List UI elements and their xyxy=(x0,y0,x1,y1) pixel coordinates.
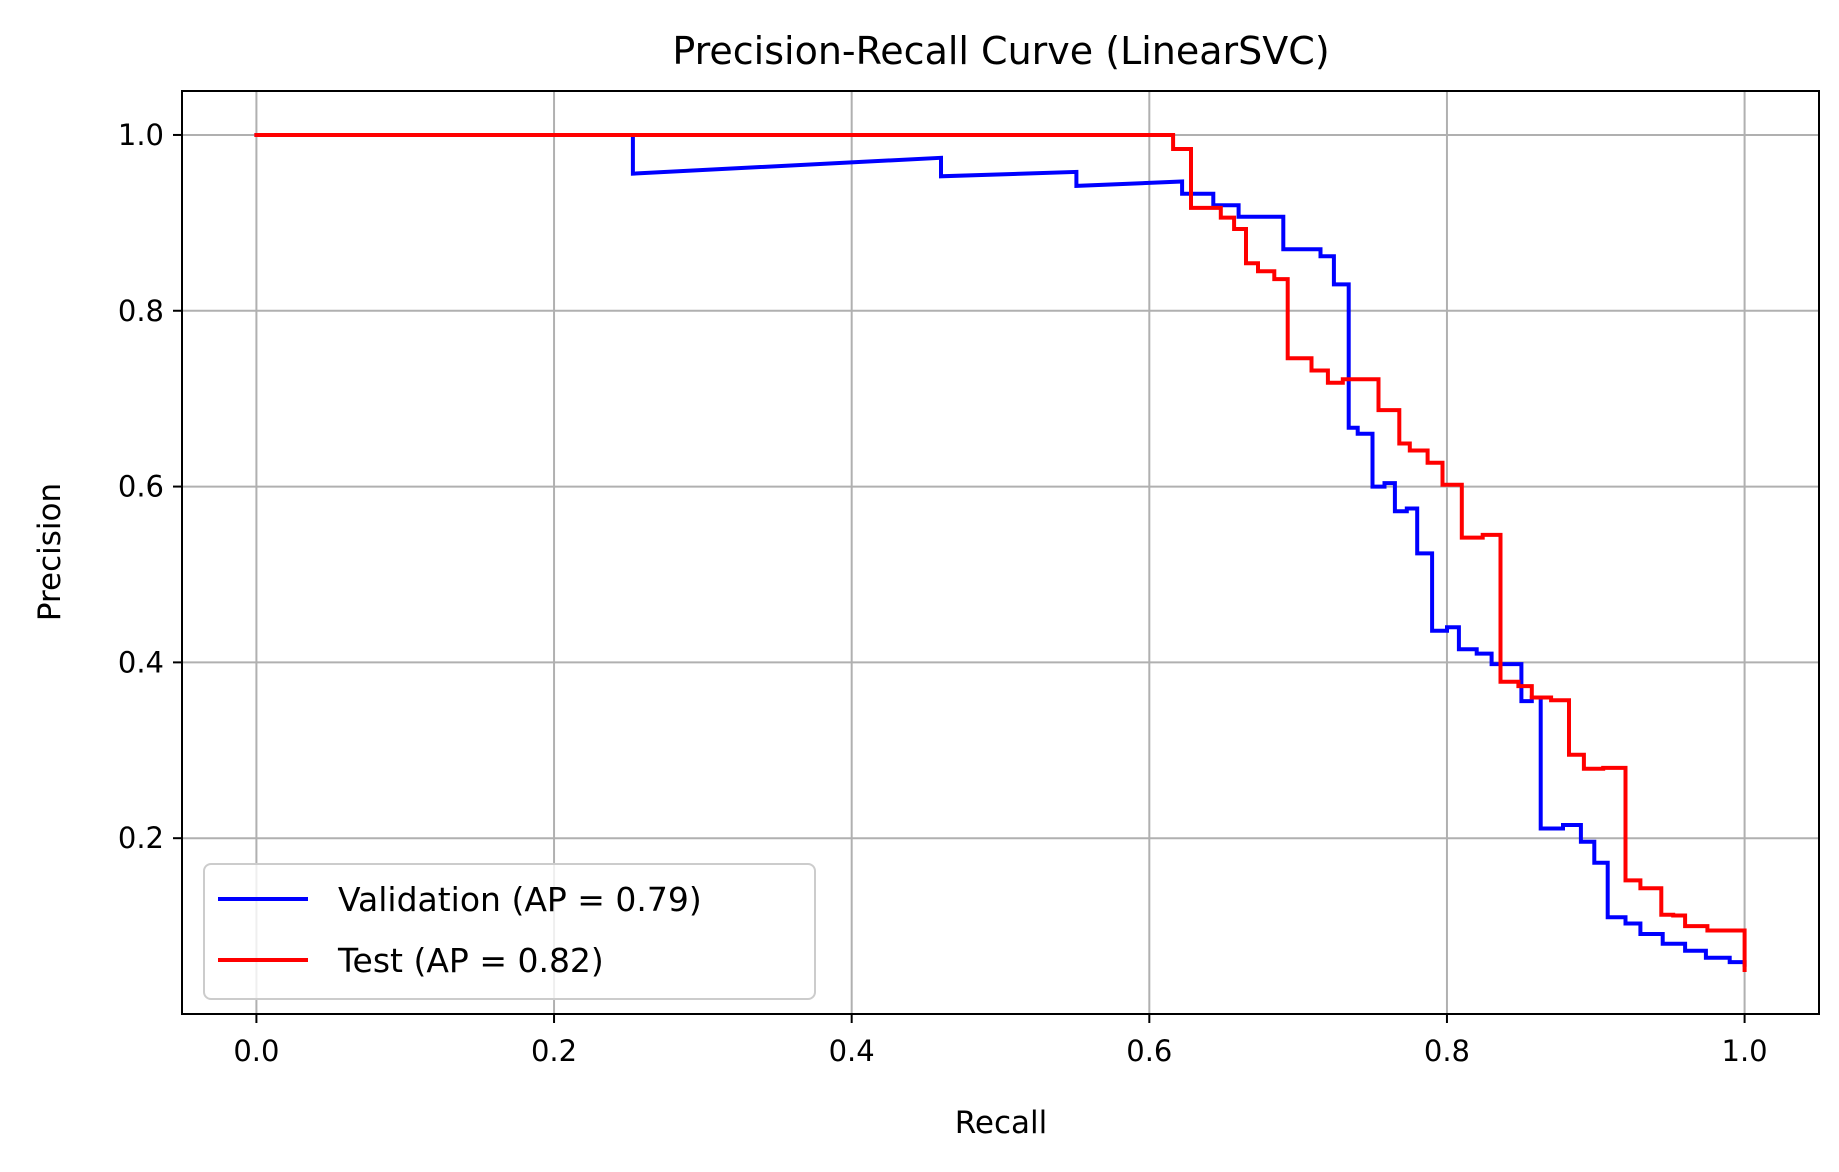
series-layer xyxy=(254,133,1747,972)
legend: Validation (AP = 0.79) Test (AP = 0.82) xyxy=(203,863,816,1000)
x-tick-label: 0.6 xyxy=(1126,1034,1172,1068)
legend-label-validation: Validation (AP = 0.79) xyxy=(338,880,702,919)
x-tick-label: 0.2 xyxy=(531,1034,577,1068)
y-axis-title: Precision xyxy=(32,483,68,621)
legend-label-test: Test (AP = 0.82) xyxy=(337,941,604,980)
series-line-validation xyxy=(254,133,1747,967)
x-tick-label: 0.8 xyxy=(1424,1034,1470,1068)
x-tick-label: 0.4 xyxy=(829,1034,875,1068)
axis-ticks: 0.0 0.2 0.4 0.6 0.8 1.0 0.2 0.4 0.6 0.8 1.0 xyxy=(118,118,1768,1068)
series-line-test xyxy=(254,133,1747,972)
y-tick-label: 0.2 xyxy=(118,821,164,855)
legend-box xyxy=(203,863,816,1000)
x-tick-label: 1.0 xyxy=(1722,1034,1768,1068)
chart-title: Precision-Recall Curve (LinearSVC) xyxy=(672,29,1329,73)
y-tick-label: 0.8 xyxy=(118,294,164,328)
x-tick-label: 0.0 xyxy=(233,1034,279,1068)
y-tick-label: 0.4 xyxy=(118,645,164,679)
y-tick-label: 0.6 xyxy=(118,470,164,504)
plot-area-frame xyxy=(181,90,1820,1015)
x-axis-title: Recall xyxy=(955,1105,1048,1141)
y-tick-label: 1.0 xyxy=(118,118,164,152)
